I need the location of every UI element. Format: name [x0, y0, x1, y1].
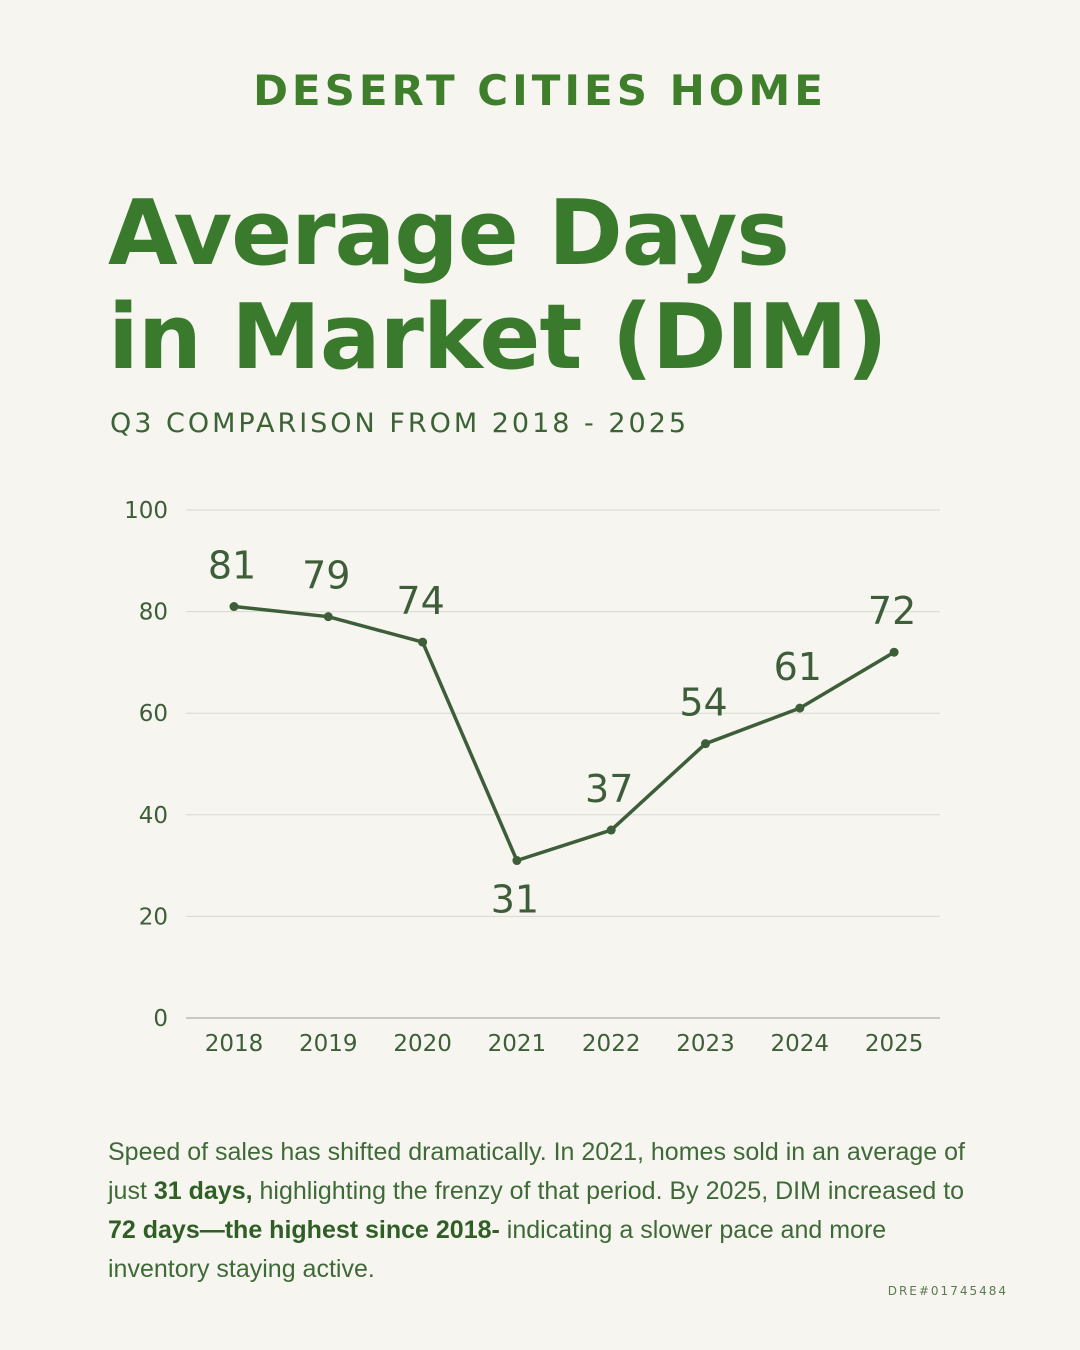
- title-line-1: Average Days: [108, 181, 790, 286]
- data-point: [795, 703, 805, 713]
- data-point: [229, 602, 239, 612]
- title-line-2: in Market (DIM): [108, 285, 888, 390]
- x-tick-label: 2021: [488, 1031, 547, 1057]
- x-tick-label: 2020: [393, 1031, 452, 1057]
- data-point: [323, 612, 333, 622]
- data-label: 79: [302, 554, 350, 598]
- y-tick-label: 80: [139, 600, 168, 626]
- data-point: [512, 856, 522, 866]
- data-point: [606, 825, 616, 835]
- desc-highlight-1: 31 days,: [153, 1177, 253, 1205]
- desc-text-1: Speed of sales has shifted dramatically.…: [108, 1138, 965, 1205]
- data-labels: 81 79 74 31 37 54 61 72: [208, 544, 916, 922]
- x-axis-ticks: 2018 2019 2020 2021 2022 2023 2024 2025: [205, 1031, 924, 1057]
- data-point: [418, 637, 428, 647]
- x-tick-label: 2024: [771, 1031, 830, 1057]
- y-tick-label: 40: [139, 803, 168, 829]
- data-label: 54: [679, 681, 727, 725]
- series-line: [233, 604, 895, 863]
- chart-description: Speed of sales has shifted dramatically.…: [108, 1133, 968, 1289]
- data-points: [229, 602, 899, 866]
- data-label: 81: [208, 544, 256, 588]
- x-tick-label: 2022: [582, 1031, 641, 1057]
- data-point: [889, 647, 899, 657]
- x-tick-label: 2019: [299, 1031, 358, 1057]
- x-tick-label: 2025: [865, 1031, 924, 1057]
- data-point: [701, 739, 710, 749]
- gridlines: [186, 509, 940, 1019]
- desc-text-2: highlighting the frenzy of that period. …: [252, 1177, 965, 1205]
- y-tick-label: 60: [139, 701, 168, 727]
- page-title: Average Days in Market (DIM): [108, 181, 888, 390]
- brand-name: DESERT CITIES HOME: [253, 66, 827, 115]
- line-chart: 0 20 40 60 80 100 2018 2019 2020 2021 2022 2023 202…: [124, 498, 940, 1057]
- y-tick-label: 100: [124, 498, 168, 524]
- x-tick-label: 2023: [676, 1031, 735, 1057]
- data-label: 37: [585, 767, 633, 811]
- y-tick-label: 20: [139, 904, 168, 930]
- data-label: 31: [491, 878, 539, 922]
- license-number: DRE#01745484: [887, 1284, 1008, 1298]
- y-tick-label: 0: [153, 1006, 168, 1032]
- x-tick-label: 2018: [205, 1031, 264, 1057]
- data-label: 72: [868, 589, 916, 633]
- data-label: 74: [396, 579, 444, 623]
- desc-highlight-2: 72 days—the highest since 2018-: [108, 1216, 500, 1244]
- chart-subtitle: Q3 COMPARISON FROM 2018 - 2025: [110, 408, 690, 439]
- desc-text-3: indicating a slower pace and more invent…: [108, 1216, 887, 1283]
- y-axis-ticks: 0 20 40 60 80 100: [124, 498, 168, 1032]
- data-label: 61: [774, 645, 822, 689]
